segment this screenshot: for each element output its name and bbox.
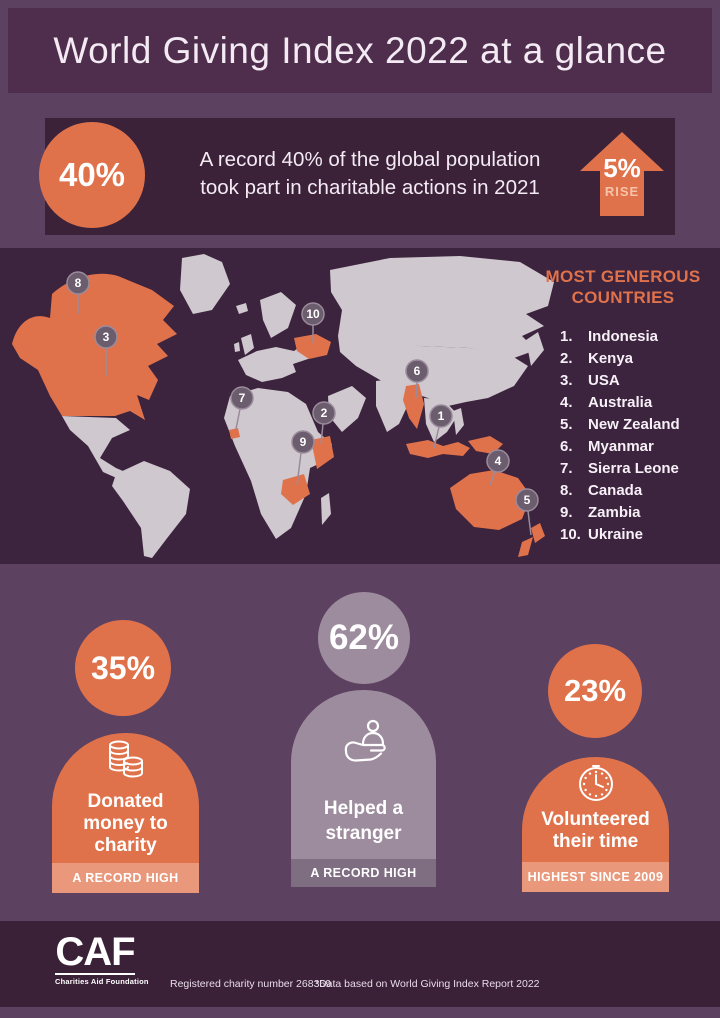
marker-stems xyxy=(77,294,532,536)
list-item: 8. Canada xyxy=(560,482,643,499)
marker-1-circle xyxy=(429,404,453,428)
map-markers: 1 2 3 4 5 6 7 8 9 10 xyxy=(66,271,539,512)
list-item: 1. Indonesia xyxy=(560,328,659,345)
donated-percent-circle: 35% xyxy=(75,620,171,716)
donated-percent-value: 35% xyxy=(90,649,156,686)
map-highlighted-countries xyxy=(12,273,545,557)
marker-9-circle xyxy=(291,430,315,454)
marker-7-label: 7 xyxy=(239,391,246,405)
marker-4-label: 4 xyxy=(495,454,502,468)
volunteered-percent-circle: 23% xyxy=(548,644,642,738)
map-continents xyxy=(62,254,554,558)
helped-percent-value: 62% xyxy=(328,618,400,657)
rise-arrow-icon xyxy=(580,132,664,216)
sierra-leone-shape xyxy=(229,428,240,439)
myanmar-shape xyxy=(403,384,424,429)
north-america-shape xyxy=(12,273,177,420)
caf-logo-subtext: Charities Aid Foundation xyxy=(55,977,149,986)
world-map: 1 2 3 4 5 6 7 8 9 10 xyxy=(12,254,554,558)
new-guinea-shape xyxy=(468,436,503,454)
summary-stat-band xyxy=(45,118,675,235)
marker-5-circle xyxy=(515,488,539,512)
list-item: 2. Kenya xyxy=(560,350,634,367)
marker-6-label: 6 xyxy=(414,364,421,378)
rise-label: RISE xyxy=(604,184,640,199)
helped-percent-circle: 62% xyxy=(318,592,410,684)
volunteered-figure-body: Volunteered their time HIGHEST SINCE 200… xyxy=(522,757,669,892)
donated-banner: A RECORD HIGH xyxy=(52,863,199,893)
map-band: 1 2 3 4 5 6 7 8 9 10 MOST GENE xyxy=(0,248,720,564)
donated-figure-body: Donated money to charity A RECORD HIGH xyxy=(52,733,199,893)
helped-banner: A RECORD HIGH xyxy=(291,859,436,887)
marker-10-circle xyxy=(301,302,325,326)
list-item: 6. Myanmar xyxy=(560,438,654,455)
marker-9-label: 9 xyxy=(300,435,307,449)
kenya-shape xyxy=(311,436,334,469)
marker-8-circle xyxy=(66,271,90,295)
registered-charity-note: Registered charity number 268369 xyxy=(170,978,332,990)
list-item: 7. Sierra Leone xyxy=(560,460,679,477)
list-item: 4. Australia xyxy=(560,394,653,411)
new-zealand-shape xyxy=(518,523,545,557)
marker-2-label: 2 xyxy=(321,406,328,420)
caf-logo: CAF Charities Aid Foundation xyxy=(55,930,149,986)
global-percent-value: 40% xyxy=(58,156,126,193)
marker-5-label: 5 xyxy=(524,493,531,507)
marker-2-circle xyxy=(312,401,336,425)
donated-label: Donated money to charity xyxy=(83,791,168,856)
indonesia-shape xyxy=(406,440,470,458)
marker-3-label: 3 xyxy=(103,330,110,344)
caf-logo-text: CAF xyxy=(55,930,136,975)
list-item: 5. New Zealand xyxy=(560,416,680,433)
coins-icon xyxy=(109,740,143,778)
volunteered-label: Volunteered their time xyxy=(541,809,650,852)
rise-percent: 5% xyxy=(603,153,641,183)
zambia-shape xyxy=(281,474,310,505)
summary-stat-text: A record 40% of the global population to… xyxy=(199,148,541,199)
helping-hand-icon xyxy=(344,719,386,762)
marker-1-label: 1 xyxy=(438,409,445,423)
global-percent-circle: 40% xyxy=(39,122,145,228)
page-title: World Giving Index 2022 at a glance xyxy=(53,29,667,71)
clock-icon xyxy=(579,765,613,801)
footer-band: CAF Charities Aid Foundation Registered … xyxy=(0,921,720,1007)
header-band: World Giving Index 2022 at a glance xyxy=(8,8,712,93)
country-ranking-list: 1. Indonesia 2. Kenya 3. USA 4. Australia 5.… xyxy=(560,326,680,546)
volunteered-percent-value: 23% xyxy=(563,673,627,708)
volunteered-banner: HIGHEST SINCE 2009 xyxy=(522,862,669,892)
list-item: 3. USA xyxy=(560,372,620,389)
most-generous-heading: MOST GENEROUS COUNTRIES xyxy=(545,267,701,307)
helped-label: Helped a stranger xyxy=(323,798,404,844)
australia-shape xyxy=(450,470,531,530)
marker-6-circle xyxy=(405,359,429,383)
ukraine-shape xyxy=(294,334,331,359)
list-item: 9. Zambia xyxy=(560,504,641,521)
marker-3-circle xyxy=(94,325,118,349)
data-source-note: *Data based on World Giving Index Report… xyxy=(315,978,540,990)
list-item: 10. Ukraine xyxy=(560,526,644,543)
marker-4-circle xyxy=(486,449,510,473)
marker-8-label: 8 xyxy=(75,276,82,290)
marker-10-label: 10 xyxy=(306,307,320,321)
marker-7-circle xyxy=(230,386,254,410)
helped-figure-body: Helped a stranger A RECORD HIGH xyxy=(291,690,436,887)
